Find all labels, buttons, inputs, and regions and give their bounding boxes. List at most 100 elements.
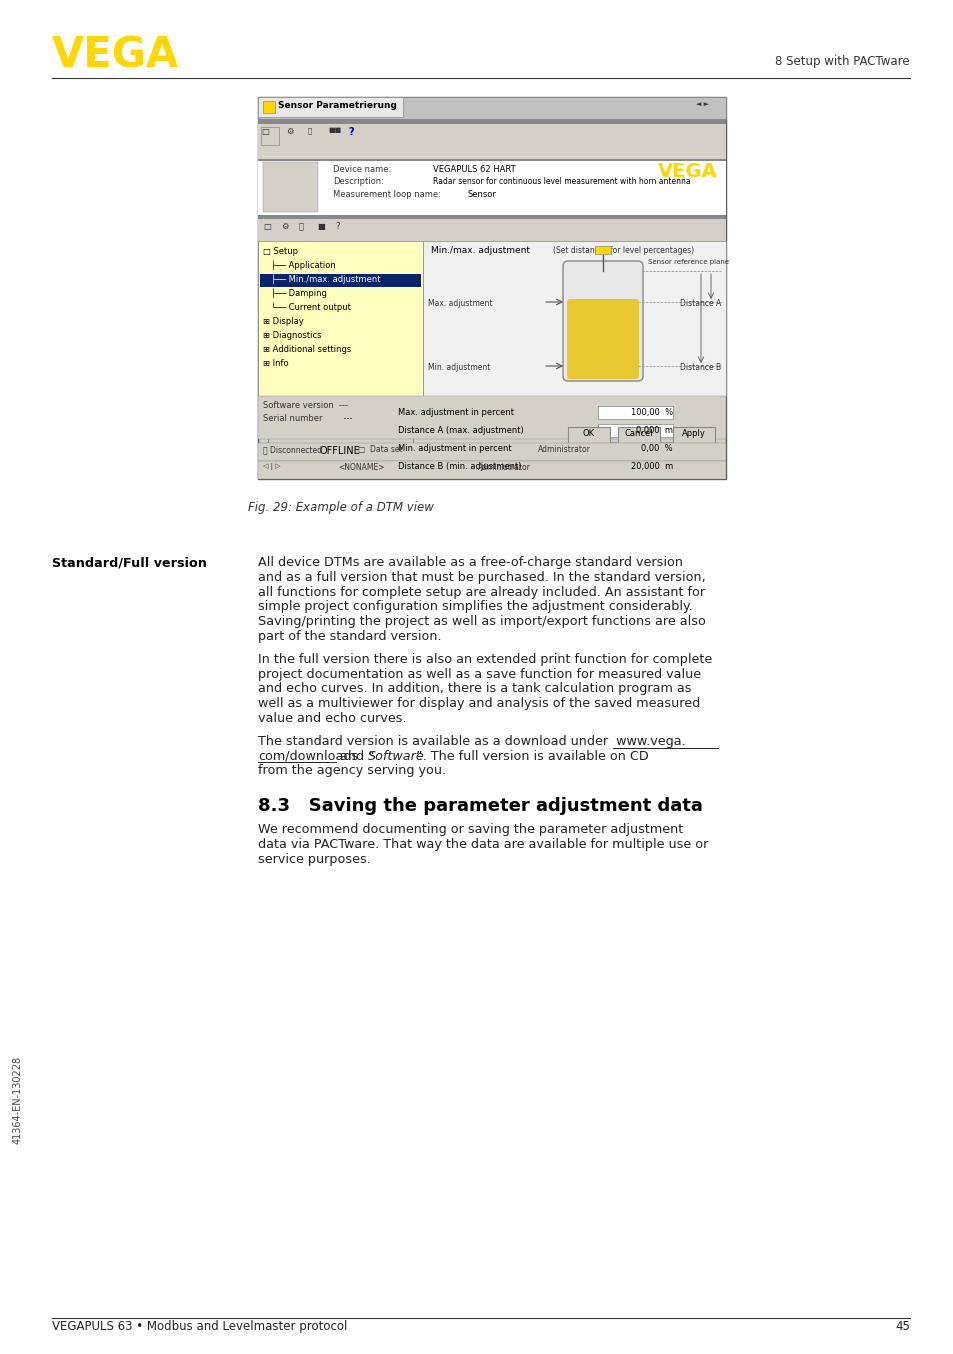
Bar	[598, 424, 672, 437]
Text: part of the standard version.: part of the standard version.	[257, 630, 441, 643]
Text: well as a multiviewer for display and analysis of the saved measured: well as a multiviewer for display and an…	[257, 697, 700, 711]
Text: ├── Application: ├── Application	[271, 261, 335, 271]
FancyBboxPatch shape	[566, 299, 639, 379]
Text: ⊞ Display: ⊞ Display	[263, 317, 303, 326]
Bar	[422, 241, 725, 395]
Bar	[257, 215, 725, 217]
Text: ├── Damping: ├── Damping	[271, 288, 327, 298]
Text: ⊞ Info: ⊞ Info	[263, 359, 289, 368]
Text: project documentation as well as a save function for measured value: project documentation as well as a save …	[257, 668, 700, 681]
Bar	[618, 427, 659, 443]
Bar	[567, 427, 609, 443]
Text: value and echo curves.: value and echo curves.	[257, 712, 406, 724]
Bar	[268, 431, 413, 471]
Text: and as a full version that must be purchased. In the standard version,: and as a full version that must be purch…	[257, 571, 705, 584]
Text: ⚙: ⚙	[281, 222, 288, 232]
Bar	[257, 460, 725, 479]
Bar	[257, 217, 725, 219]
Text: 🔧: 🔧	[298, 222, 304, 232]
Bar	[257, 125, 725, 158]
Text: 🔊 Disconnected: 🔊 Disconnected	[263, 445, 322, 454]
Bar	[263, 162, 317, 213]
Text: Fig. 29: Example of a DTM view: Fig. 29: Example of a DTM view	[248, 501, 434, 515]
Text: ■: ■	[316, 222, 325, 232]
Text: 41364-EN-130228: 41364-EN-130228	[13, 1056, 23, 1144]
Text: 100,00  %: 100,00 %	[630, 408, 672, 417]
Text: 45: 45	[894, 1320, 909, 1332]
Text: Min./max. adjustment: Min./max. adjustment	[431, 246, 530, 255]
Text: □  Data set: □ Data set	[357, 445, 402, 454]
Text: ◁ | ▷: ◁ | ▷	[263, 463, 280, 470]
Bar	[257, 97, 402, 116]
Text: <NONAME>: <NONAME>	[337, 463, 384, 473]
Text: ⊞ Diagnostics: ⊞ Diagnostics	[263, 330, 321, 340]
Text: Distance B: Distance B	[679, 363, 720, 372]
Text: 0,000  m: 0,000 m	[636, 427, 672, 435]
Text: Description:: Description:	[333, 177, 383, 185]
Text: Sensor: Sensor	[468, 190, 497, 199]
Text: ”. The full version is available on CD: ”. The full version is available on CD	[416, 750, 648, 762]
Text: ├── Min./max. adjustment: ├── Min./max. adjustment	[271, 275, 380, 284]
Text: ◄ ►: ◄ ►	[696, 102, 708, 107]
Text: VEGAPULS 62 HART: VEGAPULS 62 HART	[433, 165, 515, 175]
Bar	[257, 97, 725, 479]
Text: simple project configuration simplifies the adjustment considerably.: simple project configuration simplifies …	[257, 600, 692, 613]
Text: Radar sensor for continuous level measurement with horn antenna: Radar sensor for continuous level measur…	[433, 177, 690, 185]
Bar	[598, 406, 672, 418]
Bar	[598, 441, 672, 455]
Text: service purposes.: service purposes.	[257, 853, 371, 865]
Text: All device DTMs are available as a free-of-charge standard version: All device DTMs are available as a free-…	[257, 556, 682, 569]
Text: ?: ?	[335, 222, 339, 232]
Text: □: □	[261, 127, 269, 135]
Bar	[261, 127, 278, 145]
Text: Distance A (max. adjustment): Distance A (max. adjustment)	[397, 427, 523, 435]
Text: ?: ?	[348, 127, 354, 137]
Text: Min. adjustment: Min. adjustment	[428, 363, 490, 372]
Text: Min. adjustment in percent: Min. adjustment in percent	[397, 444, 511, 454]
Text: Software version  ---: Software version ---	[263, 401, 348, 410]
Text: 0,00  %: 0,00 %	[640, 444, 672, 454]
Text: VEGA: VEGA	[52, 34, 179, 76]
Bar	[595, 246, 610, 255]
Text: and “: and “	[335, 750, 375, 762]
Bar	[257, 97, 725, 119]
Text: Serial number        ---: Serial number ---	[263, 414, 352, 422]
Text: 8 Setup with PACTware: 8 Setup with PACTware	[775, 56, 909, 69]
Text: data via PACTware. That way the data are available for multiple use or: data via PACTware. That way the data are…	[257, 838, 708, 852]
Text: Software: Software	[368, 750, 424, 762]
Text: Sensor Parametrierung: Sensor Parametrierung	[277, 102, 396, 110]
Text: └── Current output: └── Current output	[271, 303, 351, 313]
Bar	[257, 119, 725, 125]
Text: Standard/Full version: Standard/Full version	[52, 556, 207, 569]
Text: 8.3   Saving the parameter adjustment data: 8.3 Saving the parameter adjustment data	[257, 798, 702, 815]
Text: 🔧: 🔧	[308, 127, 312, 134]
Text: We recommend documenting or saving the parameter adjustment: We recommend documenting or saving the p…	[257, 823, 682, 837]
Text: 20,000  m: 20,000 m	[630, 462, 672, 471]
Bar	[672, 427, 714, 443]
FancyBboxPatch shape	[562, 261, 642, 380]
Text: Max. adjustment in percent: Max. adjustment in percent	[397, 408, 514, 417]
Text: Administrator: Administrator	[537, 445, 590, 454]
Bar	[260, 274, 420, 287]
Bar	[263, 102, 274, 112]
Text: ⊞ Additional settings: ⊞ Additional settings	[263, 345, 351, 353]
Text: Apply: Apply	[681, 429, 705, 437]
Text: from the agency serving you.: from the agency serving you.	[257, 765, 446, 777]
Bar	[257, 219, 725, 241]
Bar	[257, 158, 725, 217]
Text: In the full version there is also an extended print function for complete: In the full version there is also an ext…	[257, 653, 712, 666]
Text: com/downloads: com/downloads	[257, 750, 358, 762]
Text: VEGAPULS 63 • Modbus and Levelmaster protocol: VEGAPULS 63 • Modbus and Levelmaster pro…	[52, 1320, 347, 1332]
Text: □: □	[263, 222, 271, 232]
Text: ⚙: ⚙	[286, 127, 294, 135]
Bar	[257, 158, 725, 161]
Text: The standard version is available as a download under  www.vega.: The standard version is available as a d…	[257, 735, 685, 747]
Text: and echo curves. In addition, there is a tank calculation program as: and echo curves. In addition, there is a…	[257, 682, 691, 696]
Bar	[257, 395, 725, 439]
Text: Distance B (min. adjustment): Distance B (min. adjustment)	[397, 462, 521, 471]
Text: VEGA: VEGA	[658, 162, 718, 181]
Text: Measurement loop name:: Measurement loop name:	[333, 190, 440, 199]
Text: Sensor reference plane: Sensor reference plane	[647, 259, 728, 265]
Text: OK: OK	[582, 429, 595, 437]
Bar	[257, 443, 725, 460]
